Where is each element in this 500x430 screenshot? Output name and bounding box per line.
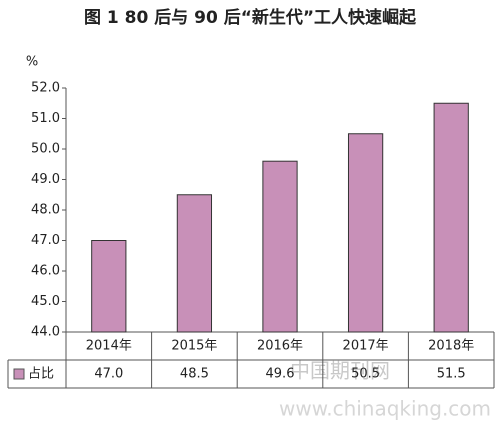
watermark: www.chinaqking.com — [279, 397, 491, 421]
bar — [91, 240, 127, 333]
x-tick-label: 2017年 — [343, 339, 389, 354]
y-tick-label: 44.0 — [31, 325, 60, 340]
x-tick-label: 2014年 — [86, 339, 132, 354]
bar — [176, 194, 213, 333]
legend-swatch — [13, 368, 25, 380]
bar — [262, 160, 298, 333]
y-tick-label: 50.0 — [31, 142, 60, 157]
y-tick-label: 45.0 — [31, 294, 60, 309]
y-axis-label: % — [26, 55, 38, 70]
y-tick-label: 52.0 — [31, 81, 60, 96]
table-value: 47.0 — [94, 367, 123, 382]
table-value: 50.5 — [351, 367, 380, 382]
legend-label: 占比 — [28, 367, 54, 382]
y-tick-label: 47.0 — [31, 233, 60, 248]
chart-title: 图 1 80 后与 90 后“新生代”工人快速崛起 — [84, 7, 417, 28]
y-tick-label: 48.0 — [31, 203, 60, 218]
watermark: 中国期刊网 — [290, 359, 390, 383]
table-value: 49.6 — [266, 367, 295, 382]
x-tick-label: 2018年 — [428, 339, 474, 354]
x-tick-label: 2016年 — [257, 339, 303, 354]
bar — [433, 102, 469, 333]
y-tick-label: 51.0 — [31, 111, 60, 126]
table-value: 48.5 — [180, 367, 209, 382]
bar — [347, 133, 384, 333]
table-value: 51.5 — [437, 367, 466, 382]
y-tick-label: 46.0 — [31, 264, 60, 279]
y-tick-label: 49.0 — [31, 172, 60, 187]
x-tick-label: 2015年 — [171, 339, 217, 354]
